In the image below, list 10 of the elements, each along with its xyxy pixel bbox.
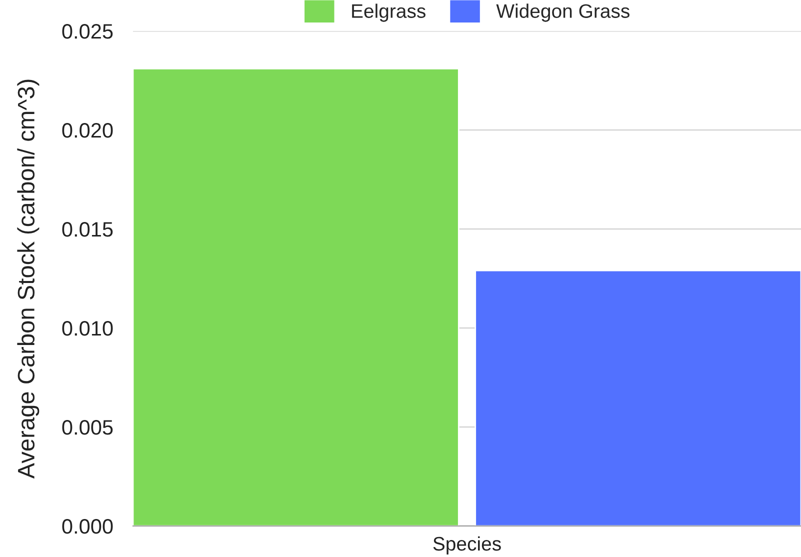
legend-label: Eelgrass (352, 4, 426, 22)
legend-label: Widegon Grass (496, 4, 630, 22)
y-tick-label: 0.000 (62, 519, 113, 534)
y-tick-label: 0.010 (62, 321, 113, 336)
x-axis-title: Species (433, 536, 501, 555)
y-tick-label: 0.025 (62, 24, 113, 39)
y-axis-title: Average Carbon Stock (carbon/ cm^3) (17, 80, 40, 479)
y-tick-label: 0.005 (62, 420, 113, 435)
y-tick-label: 0.020 (62, 123, 113, 138)
y-tick-label: 0.015 (62, 222, 113, 237)
